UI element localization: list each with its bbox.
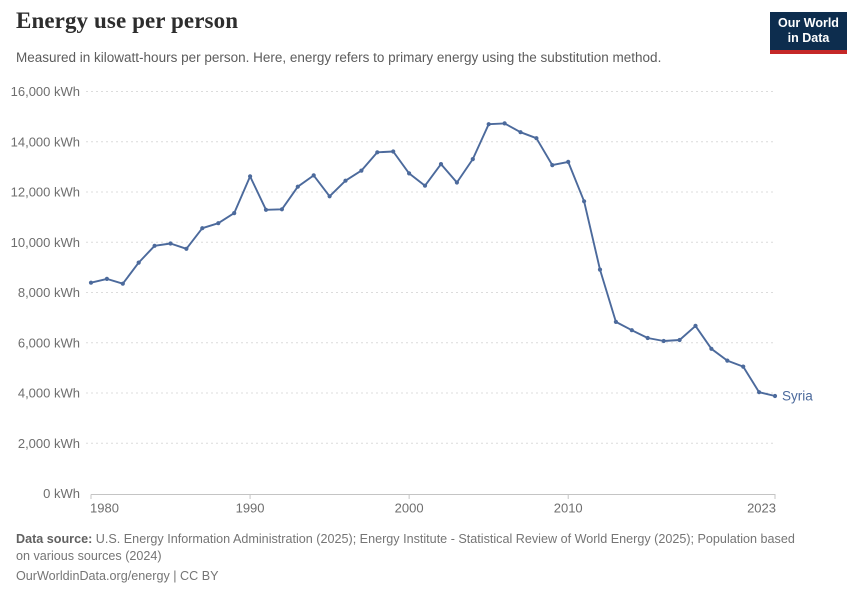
- y-axis-tick-label: 4,000 kWh: [18, 386, 80, 401]
- data-point: [757, 390, 762, 395]
- data-point: [613, 319, 619, 324]
- data-point: [295, 184, 300, 189]
- page-title: Energy use per person: [16, 8, 239, 33]
- data-point: [661, 338, 666, 344]
- data-point: [168, 241, 173, 246]
- data-point: [582, 199, 587, 204]
- data-source-text-line2: on various sources (2024): [16, 548, 162, 563]
- data-point: [152, 243, 157, 248]
- y-axis-tick-label: 2,000 kWh: [18, 436, 80, 451]
- data-point: [470, 157, 475, 162]
- data-point: [629, 328, 634, 333]
- data-point: [184, 246, 189, 251]
- data-source-label: Data source:: [16, 532, 93, 546]
- series-label-syria: Syria: [782, 389, 813, 404]
- y-axis-tick-label: 0 kWh: [43, 486, 80, 501]
- data-point: [359, 168, 364, 173]
- chart-footer: Data source: U.S. Energy Information Adm…: [16, 531, 830, 585]
- data-point: [232, 211, 237, 216]
- y-axis-tick-label: 16,000 kWh: [11, 84, 80, 99]
- data-point: [391, 149, 396, 154]
- data-point: [216, 221, 221, 226]
- data-point: [88, 280, 94, 285]
- data-point: [645, 335, 650, 341]
- y-axis-tick-label: 14,000 kWh: [11, 134, 80, 149]
- line-chart: 0 kWh 2,000 kWh 4,000 kWh 6,000 kWh 8,000 kW…: [11, 84, 814, 516]
- data-point: [279, 207, 284, 212]
- y-axis-tick-label: 12,000 kWh: [11, 185, 80, 200]
- x-axis-tick-label: 2023: [747, 501, 776, 516]
- data-point: [263, 207, 269, 212]
- data-point: [518, 130, 523, 135]
- data-point: [741, 364, 746, 369]
- data-point: [438, 162, 444, 167]
- data-point: [311, 173, 316, 178]
- y-axis-tick-label: 8,000 kWh: [18, 285, 80, 300]
- owid-logo: Our World in Data: [770, 12, 847, 54]
- data-point: [502, 121, 507, 126]
- data-source-text: U.S. Energy Information Administration (…: [92, 532, 795, 546]
- y-axis-tick-label: 10,000 kWh: [11, 235, 80, 250]
- data-point: [772, 393, 778, 399]
- owid-logo-line2: in Data: [787, 31, 830, 45]
- data-point: [454, 180, 459, 185]
- license-link[interactable]: OurWorldinData.org/energy | CC BY: [16, 569, 219, 583]
- data-point: [104, 276, 109, 281]
- x-axis-tick-label: 1980: [90, 501, 119, 516]
- data-point: [486, 122, 491, 127]
- data-point: [407, 171, 412, 176]
- data-point: [550, 163, 555, 168]
- data-point: [709, 346, 714, 351]
- data-point: [248, 174, 253, 179]
- data-line-syria: [90, 122, 776, 397]
- data-point: [120, 281, 125, 286]
- data-point: [200, 226, 205, 231]
- data-point: [566, 159, 571, 164]
- data-point: [597, 267, 603, 272]
- data-point: [375, 150, 380, 155]
- x-axis-tick-label: 2010: [554, 501, 583, 516]
- chart-subtitle: Measured in kilowatt-hours per person. H…: [16, 50, 662, 65]
- data-point: [136, 260, 141, 265]
- owid-logo-line1: Our World: [778, 16, 839, 30]
- data-point: [343, 178, 348, 183]
- data-point: [693, 323, 698, 328]
- data-point: [327, 194, 332, 199]
- data-point: [725, 358, 730, 363]
- data-point: [677, 337, 682, 343]
- data-point: [534, 136, 539, 141]
- y-axis-tick-label: 6,000 kWh: [18, 335, 80, 350]
- x-axis-tick-label: 2000: [395, 501, 424, 516]
- data-point: [422, 183, 428, 188]
- x-axis-tick-label: 1990: [236, 501, 265, 516]
